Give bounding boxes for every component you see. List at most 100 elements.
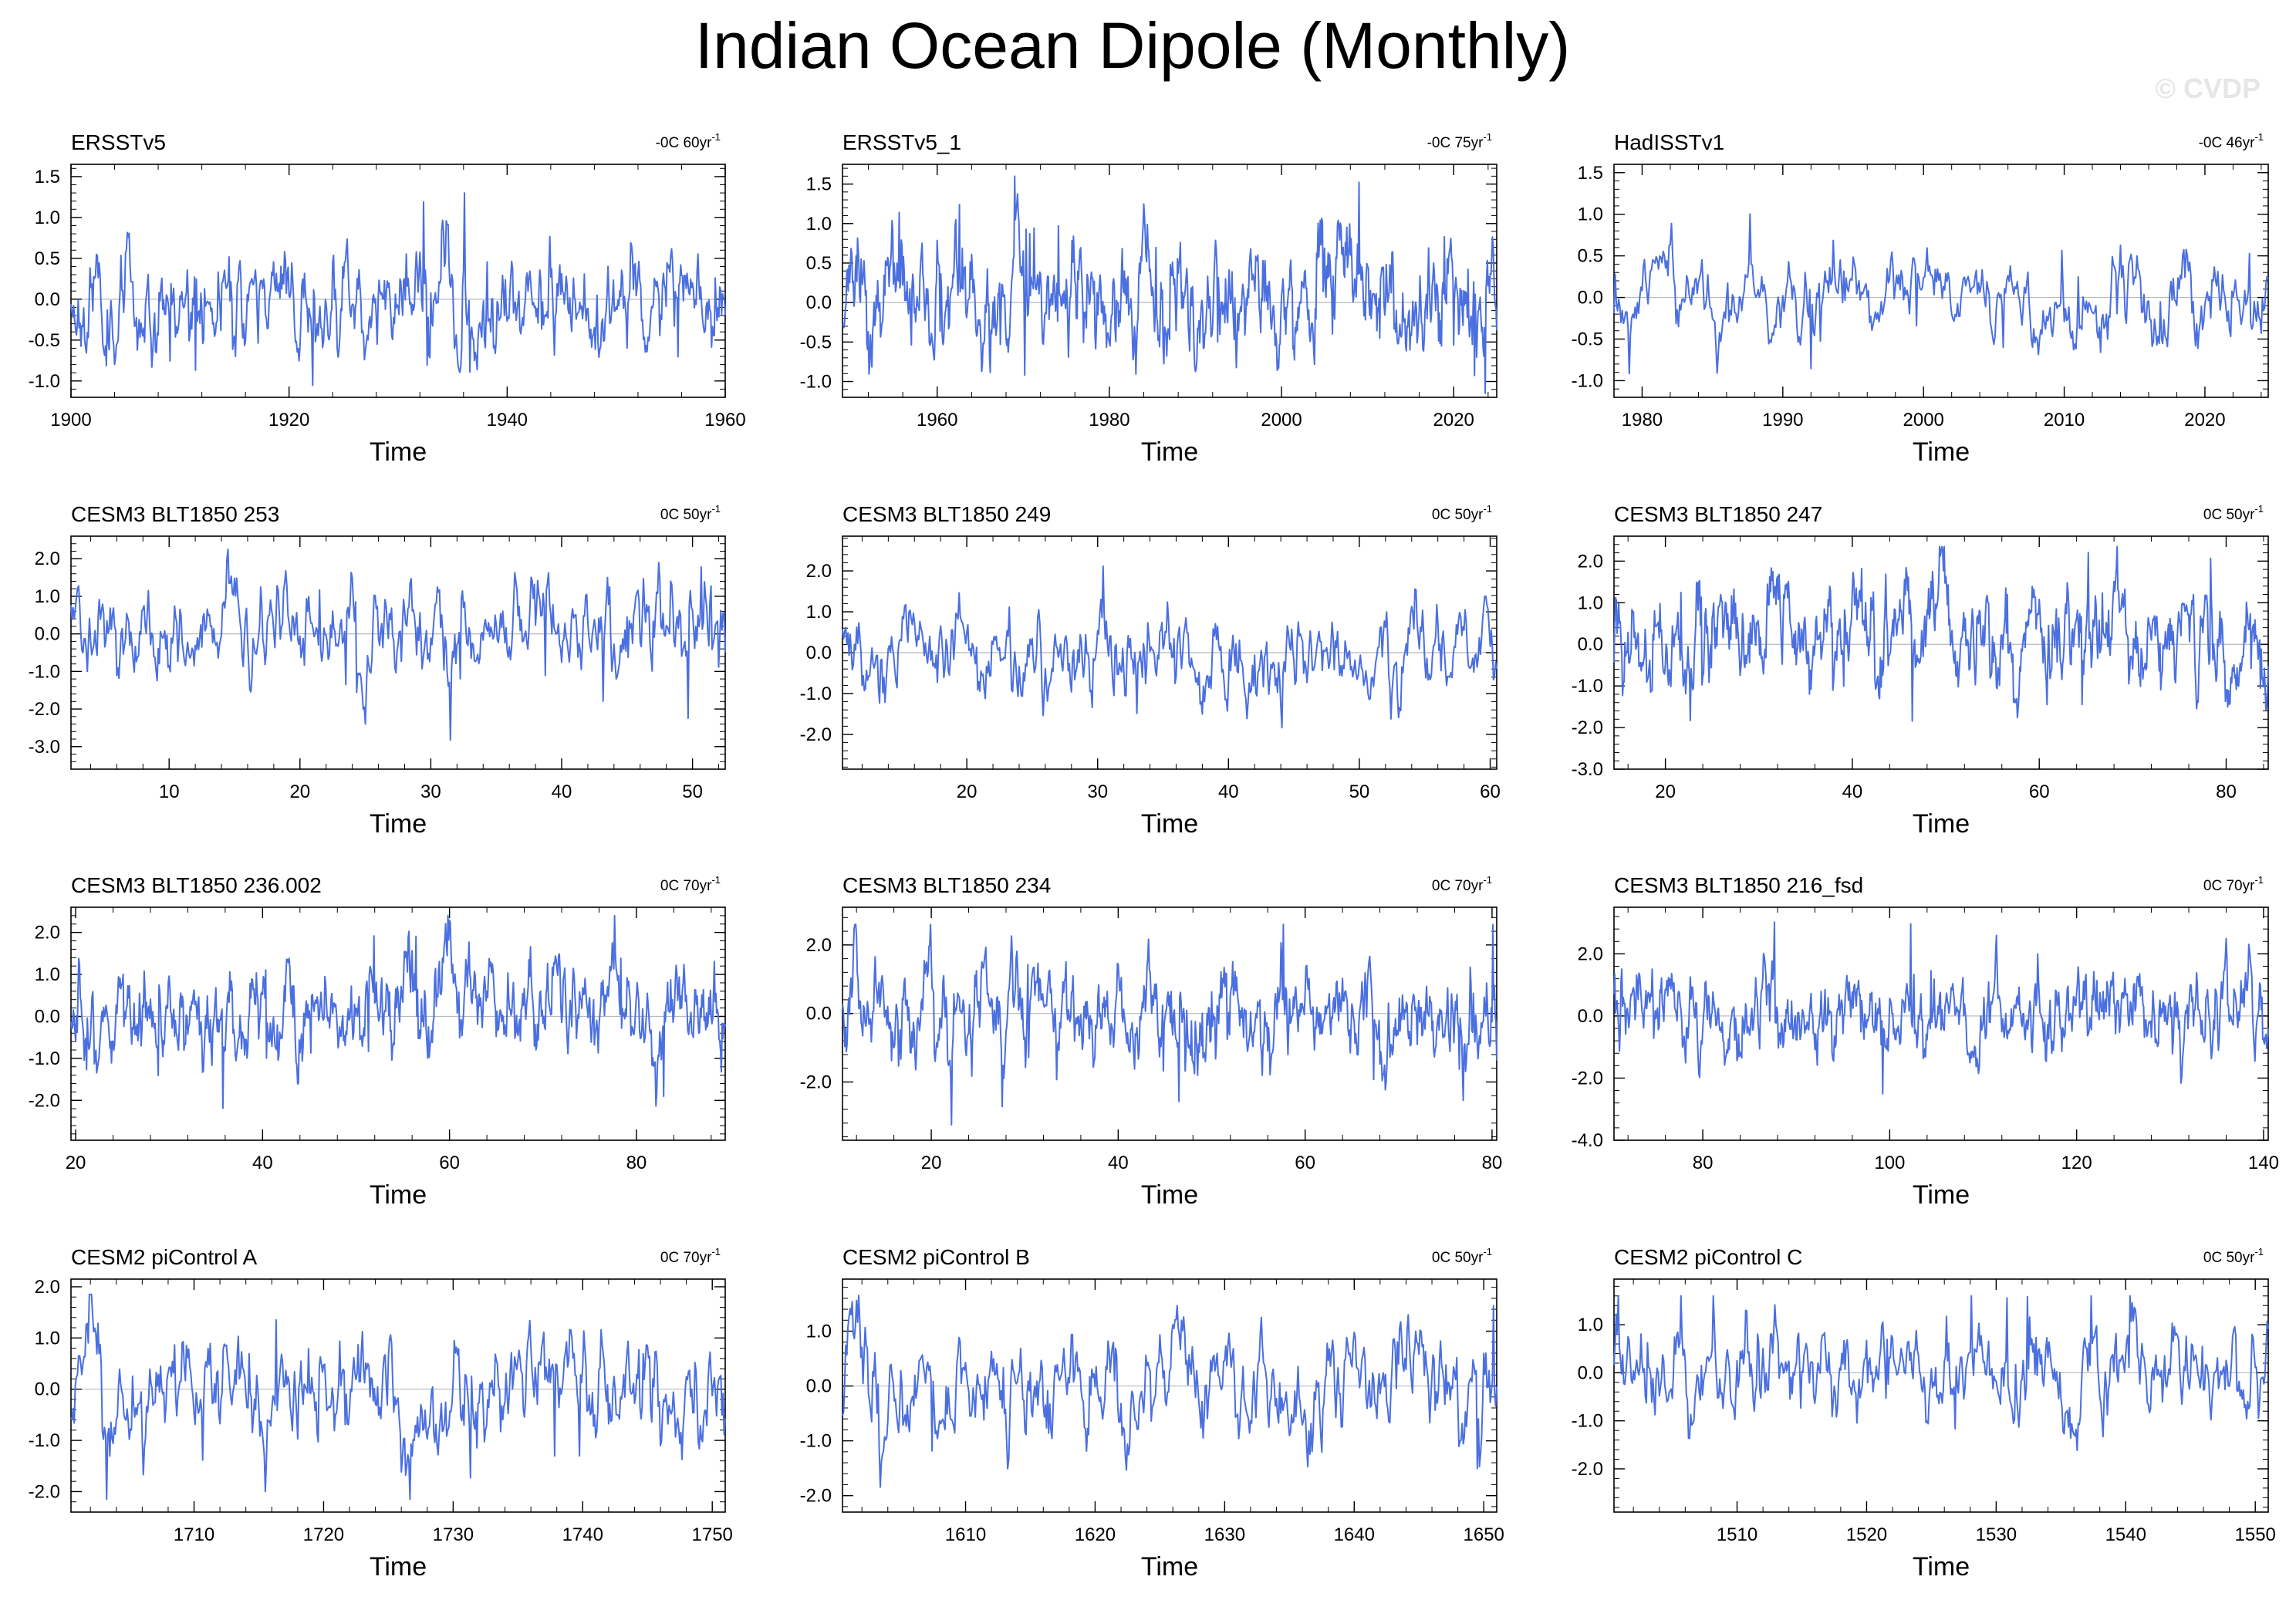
- panel-title: CESM3 BLT1850 247: [1614, 502, 1822, 526]
- y-tick-label: -2.0: [800, 724, 832, 745]
- plot-frame: [1613, 1278, 2269, 1513]
- y-tick-label: -2.0: [29, 1481, 60, 1502]
- panel-1: ERSSTv5 -0C 60yr-1 -1.0 -0.5 0.0 0.5 1.0 1.5 190…: [29, 130, 746, 467]
- x-tick-label: 20: [289, 781, 310, 802]
- trend-text: 0C 70yr: [660, 1250, 712, 1266]
- trend-exponent: -1: [2254, 874, 2264, 886]
- panel-9: CESM3 BLT1850 216_fsd 0C 70yr-1 -4.0 -2.0 0.…: [1572, 873, 2279, 1210]
- y-tick-label: -0.5: [1572, 329, 1603, 350]
- x-axis-label: Time: [370, 1552, 427, 1582]
- x-tick-label: 60: [1480, 781, 1501, 802]
- trend-text: -0C 46yr: [2199, 135, 2256, 151]
- x-tick-label: 1530: [1976, 1524, 2017, 1545]
- x-tick-label: 20: [1655, 781, 1676, 802]
- plot-frame: [70, 164, 726, 398]
- x-tick-label: 40: [1218, 781, 1239, 802]
- trend-exponent: -1: [1483, 503, 1492, 515]
- panel-title: CESM3 BLT1850 216_fsd: [1614, 873, 1863, 897]
- x-tick-label: 1960: [704, 410, 745, 430]
- trend-exponent: -1: [1483, 131, 1492, 143]
- x-tick-label: 60: [439, 1153, 460, 1173]
- x-tick-label: 2020: [2184, 410, 2225, 430]
- y-tick-label: 1.5: [1578, 163, 1603, 184]
- panel-title: CESM3 BLT1850 249: [842, 502, 1051, 526]
- y-tick-label: 1.5: [35, 167, 60, 187]
- trend-exponent: -1: [711, 1246, 721, 1257]
- panel-3: HadISSTv1 -0C 46yr-1 -1.0 -0.5 0.0 0.5 1.0 1.5 1…: [1572, 130, 2269, 467]
- y-tick-label: 0.0: [806, 643, 832, 663]
- y-tick-label: -4.0: [1572, 1130, 1603, 1151]
- x-tick-label: 30: [1087, 781, 1108, 802]
- x-tick-label: 50: [1349, 781, 1370, 802]
- x-tick-label: 2010: [2044, 410, 2085, 430]
- x-tick-label: 1730: [433, 1524, 474, 1545]
- y-tick-label: 1.0: [806, 602, 832, 623]
- y-tick-label: 0.5: [1578, 246, 1603, 267]
- x-tick-label: 2020: [1433, 410, 1474, 430]
- y-tick-label: 1.0: [1578, 1315, 1603, 1335]
- y-tick-label: -2.0: [1572, 1459, 1603, 1480]
- trend-annotation: -0C 75yr-1: [1427, 131, 1492, 151]
- y-tick-label: 2.0: [35, 549, 60, 569]
- trend-text: 0C 70yr: [2203, 878, 2255, 894]
- x-tick-label: 100: [1874, 1153, 1905, 1173]
- trend-annotation: 0C 70yr-1: [660, 1246, 721, 1266]
- y-tick-label: 0.0: [1578, 1006, 1603, 1027]
- x-tick-label: 80: [2216, 781, 2237, 802]
- x-tick-label: 80: [1482, 1153, 1503, 1173]
- trend-text: -0C 75yr: [1427, 135, 1484, 151]
- trend-annotation: 0C 70yr-1: [2203, 874, 2264, 894]
- trend-exponent: -1: [711, 131, 721, 143]
- trend-exponent: -1: [1483, 1246, 1492, 1257]
- y-tick-label: -1.0: [29, 1048, 60, 1069]
- x-tick-label: 60: [2029, 781, 2050, 802]
- series-line: [70, 1293, 726, 1501]
- y-tick-label: 1.0: [806, 1322, 832, 1342]
- series-line: [842, 175, 1497, 394]
- y-tick-label: -1.0: [800, 1431, 832, 1452]
- x-tick-label: 140: [2248, 1153, 2279, 1173]
- trend-exponent: -1: [2254, 503, 2264, 515]
- y-tick-label: -1.0: [800, 684, 832, 704]
- watermark: © CVDP: [2155, 73, 2261, 104]
- x-tick-label: 80: [1693, 1153, 1714, 1173]
- trend-text: 0C 50yr: [2203, 507, 2255, 523]
- x-tick-label: 50: [682, 781, 703, 802]
- trend-text: -0C 60yr: [656, 135, 713, 151]
- y-tick-label: 0.0: [806, 1376, 832, 1397]
- y-tick-label: 0.0: [806, 1004, 832, 1025]
- y-tick-label: -0.5: [800, 332, 832, 353]
- x-tick-label: 1740: [562, 1524, 603, 1545]
- series-line: [70, 549, 726, 741]
- y-tick-label: 0.0: [1578, 288, 1603, 309]
- x-axis-label: Time: [1141, 1180, 1198, 1210]
- panel-7: CESM3 BLT1850 236.002 0C 70yr-1 -2.0 -1.0 0.…: [29, 873, 726, 1210]
- y-tick-label: 2.0: [1578, 944, 1603, 964]
- y-tick-label: 1.0: [1578, 204, 1603, 225]
- trend-exponent: -1: [2254, 131, 2264, 143]
- y-tick-label: 1.0: [35, 208, 60, 228]
- trend-exponent: -1: [2254, 1246, 2264, 1257]
- x-tick-label: 1630: [1204, 1524, 1245, 1545]
- y-tick-label: -2.0: [29, 1090, 60, 1111]
- y-tick-label: 0.0: [1578, 634, 1603, 655]
- trend-text: 0C 70yr: [660, 878, 712, 894]
- trend-annotation: 0C 50yr-1: [2203, 1246, 2264, 1266]
- y-tick-label: -1.0: [1572, 1411, 1603, 1432]
- y-tick-label: 0.5: [806, 253, 832, 274]
- x-tick-label: 1980: [1089, 410, 1129, 430]
- panel-title: CESM2 piControl A: [71, 1245, 258, 1269]
- trend-annotation: 0C 70yr-1: [1432, 874, 1492, 894]
- panel-title: CESM3 BLT1850 234: [842, 873, 1051, 897]
- series-line: [1613, 921, 2269, 1095]
- plot-frame: [70, 1278, 726, 1513]
- panel-2: ERSSTv5_1 -0C 75yr-1 -1.0 -0.5 0.0 0.5 1.0 1.5 1…: [800, 130, 1497, 467]
- y-tick-label: -3.0: [29, 737, 60, 758]
- y-tick-label: -3.0: [1572, 759, 1603, 780]
- panel-grid: ERSSTv5 -0C 60yr-1-1.0-0.50.00.51.01.5190…: [29, 130, 2279, 1582]
- trend-annotation: 0C 50yr-1: [660, 503, 721, 523]
- y-tick-label: 2.0: [806, 561, 832, 582]
- x-tick-label: 1940: [487, 410, 528, 430]
- series-line: [842, 923, 1497, 1126]
